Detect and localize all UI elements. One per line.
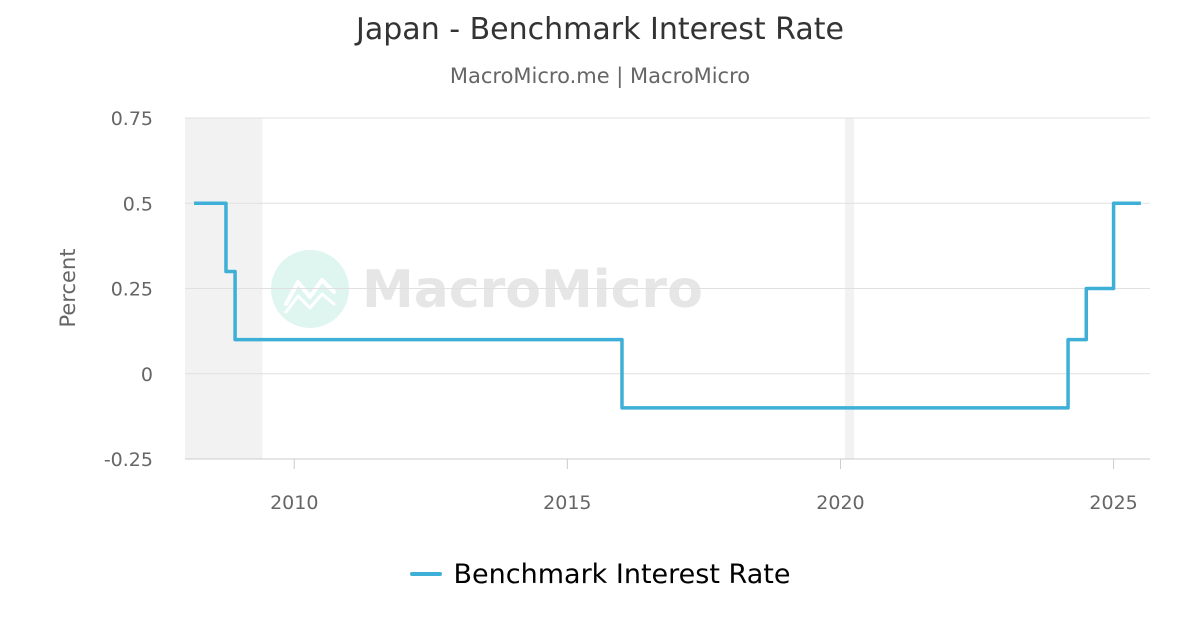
- watermark-text: MacroMicro: [362, 260, 703, 320]
- watermark: MacroMicro: [271, 250, 703, 328]
- y-tick-label: -0.25: [104, 449, 153, 471]
- legend-swatch: [409, 572, 442, 576]
- y-tick-label: 0.5: [123, 193, 153, 215]
- y-axis-ticks: 0.75 0.5 0.25 0 -0.25: [104, 108, 153, 471]
- x-tick-label: 2010: [270, 492, 318, 514]
- x-tick-label: 2015: [543, 492, 591, 514]
- x-tick-label: 2025: [1089, 492, 1137, 514]
- y-tick-label: 0: [141, 364, 153, 386]
- series-line: [194, 201, 1141, 410]
- series-layer: [194, 201, 1141, 410]
- x-tick-label: 2020: [816, 492, 864, 514]
- legend-label: Benchmark Interest Rate: [453, 558, 791, 590]
- chart-subtitle: MacroMicro.me | MacroMicro: [449, 64, 751, 88]
- legend: Benchmark Interest Rate: [0, 552, 1200, 590]
- x-axis: 2010 2015 2020 2025: [270, 459, 1138, 514]
- chart-title: Japan - Benchmark Interest Rate: [356, 12, 844, 47]
- watermark-logo-icon-lower: [284, 292, 336, 314]
- gridlines: [185, 117, 1150, 460]
- y-tick-label: 0.75: [111, 108, 153, 130]
- y-axis-label: Percent: [56, 248, 80, 327]
- watermark-logo-icon: [284, 278, 336, 306]
- y-tick-label: 0.25: [111, 279, 153, 301]
- legend-item[interactable]: Benchmark Interest Rate: [409, 558, 791, 590]
